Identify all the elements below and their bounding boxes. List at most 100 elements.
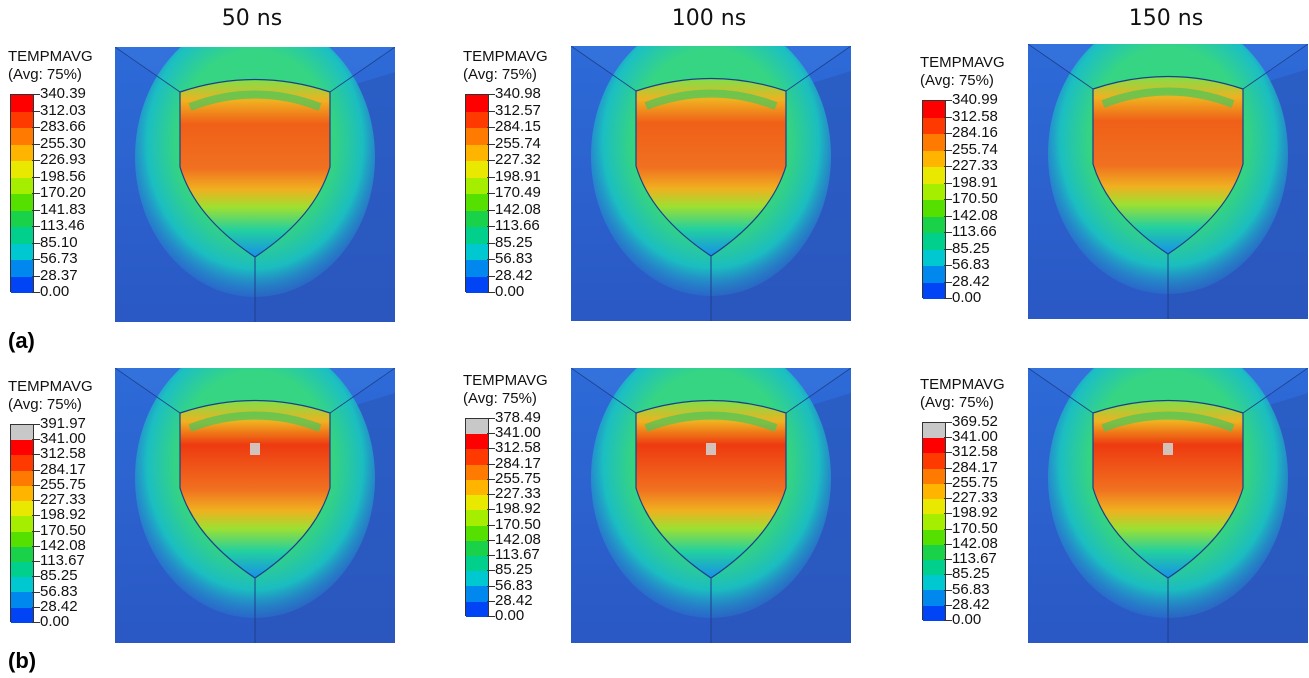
legend-color-segment bbox=[923, 266, 945, 283]
legend-color-segment bbox=[923, 605, 945, 621]
legend-tick bbox=[944, 133, 952, 134]
legend-color-segment bbox=[466, 525, 488, 541]
legend-value: 113.66 bbox=[495, 217, 540, 234]
legend-tick bbox=[944, 528, 952, 530]
legend-color-segment bbox=[923, 216, 945, 233]
legend-tick bbox=[32, 209, 40, 211]
temperature-field-image bbox=[1028, 368, 1308, 643]
legend-tick bbox=[487, 478, 495, 480]
legend-color-segment bbox=[11, 260, 33, 277]
legend-color-segment bbox=[11, 485, 33, 502]
legend-color-segment bbox=[923, 200, 945, 217]
legend-tick bbox=[944, 182, 952, 184]
legend-tick bbox=[487, 616, 495, 617]
legend-tick bbox=[944, 265, 952, 266]
legend-color-segment bbox=[11, 111, 33, 128]
legend-color-segment bbox=[466, 540, 488, 556]
temperature-field-image bbox=[115, 47, 395, 322]
color-legend: TEMPMAVG (Avg: 75%) 391.97 341.00 312.58 284.… bbox=[8, 378, 118, 630]
legend-tick bbox=[487, 275, 495, 277]
legend-color-bar bbox=[922, 422, 946, 621]
legend-tick bbox=[32, 176, 40, 178]
legend-subtitle: (Avg: 75%) bbox=[8, 66, 82, 83]
legend-color-segment bbox=[923, 544, 945, 560]
legend-color-segment bbox=[11, 177, 33, 194]
legend-color-segment bbox=[466, 177, 488, 194]
legend-tick bbox=[944, 498, 952, 500]
color-legend: TEMPMAVG (Avg: 75%) 340.98 312.57 284.15 255.… bbox=[463, 48, 573, 300]
legend-color-segment bbox=[11, 128, 33, 145]
row-label-a: (a) bbox=[8, 328, 35, 353]
legend-color-segment bbox=[923, 282, 945, 299]
legend-color-segment bbox=[923, 499, 945, 515]
legend-color-segment bbox=[11, 501, 33, 517]
legend-tick bbox=[32, 439, 40, 441]
legend-color-segment bbox=[11, 276, 33, 293]
legend-value: 85.25 bbox=[952, 565, 990, 583]
legend-value: 56.83 bbox=[495, 576, 533, 594]
legend-tick bbox=[487, 143, 495, 145]
legend-tick bbox=[944, 199, 952, 200]
legend-color-segment bbox=[466, 95, 488, 112]
legend-color-segment bbox=[11, 546, 33, 562]
legend-title: TEMPMAVG bbox=[920, 54, 1005, 71]
legend-value: 312.58 bbox=[495, 439, 541, 457]
legend-tick bbox=[487, 176, 495, 178]
row-label-b: (b) bbox=[8, 648, 37, 673]
legend-value: 141.83 bbox=[40, 200, 86, 218]
legend-color-segment bbox=[11, 194, 33, 211]
legend-value: 85.10 bbox=[40, 233, 78, 251]
legend-value: 28.42 bbox=[952, 272, 990, 290]
legend-tick bbox=[487, 524, 495, 526]
legend-value: 0.00 bbox=[495, 283, 525, 300]
legend-value: 255.75 bbox=[40, 475, 86, 493]
legend-color-segment bbox=[466, 111, 488, 128]
legend-value: 85.25 bbox=[952, 239, 990, 257]
legend-tick bbox=[944, 149, 952, 151]
legend-tick bbox=[32, 160, 40, 161]
legend-tick bbox=[32, 515, 40, 517]
legend-tick bbox=[487, 509, 495, 511]
legend-subtitle: (Avg: 75%) bbox=[8, 396, 82, 413]
legend-value: 283.66 bbox=[40, 118, 86, 135]
legend-value: 142.08 bbox=[952, 534, 998, 552]
legend-color-segment bbox=[11, 95, 33, 112]
legend-value: 341.00 bbox=[40, 430, 86, 448]
legend-color-segment bbox=[466, 194, 488, 211]
legend-value: 170.50 bbox=[952, 519, 998, 537]
legend-tick bbox=[487, 448, 495, 450]
legend-tick bbox=[32, 259, 40, 260]
legend-color-segment bbox=[923, 453, 945, 469]
legend-color-segment bbox=[11, 227, 33, 244]
legend-tick bbox=[487, 94, 495, 95]
temperature-field-image bbox=[571, 46, 851, 321]
legend-tick bbox=[32, 545, 40, 547]
legend-color-segment bbox=[466, 434, 488, 450]
legend-value: 312.03 bbox=[40, 101, 86, 119]
legend-color-segment bbox=[11, 470, 33, 486]
legend-color-segment bbox=[11, 531, 33, 547]
legend-tick bbox=[32, 500, 40, 502]
legend-value: 0.00 bbox=[952, 289, 982, 306]
legend-tick bbox=[487, 193, 495, 194]
legend-value: 0.00 bbox=[40, 613, 70, 630]
legend-title: TEMPMAVG bbox=[463, 48, 548, 65]
legend-color-segment bbox=[466, 276, 488, 293]
legend-value: 113.67 bbox=[495, 546, 540, 564]
legend-tick bbox=[944, 467, 952, 469]
legend-value: 312.58 bbox=[952, 443, 998, 461]
legend-color-segment bbox=[923, 468, 945, 484]
legend-tick bbox=[32, 292, 40, 293]
legend-value: 56.83 bbox=[952, 580, 990, 598]
legend-tick bbox=[32, 275, 40, 277]
legend-value: 142.08 bbox=[40, 536, 86, 554]
legend-value: 113.67 bbox=[40, 552, 85, 570]
legend-tick bbox=[944, 281, 952, 283]
legend-tick bbox=[944, 166, 952, 167]
legend-value: 341.00 bbox=[495, 424, 541, 442]
legend-value: 312.58 bbox=[40, 445, 86, 463]
legend-value: 170.49 bbox=[495, 184, 541, 201]
legend-value: 142.08 bbox=[495, 530, 541, 548]
legend-tick bbox=[944, 559, 952, 561]
legend-subtitle: (Avg: 75%) bbox=[463, 390, 537, 407]
